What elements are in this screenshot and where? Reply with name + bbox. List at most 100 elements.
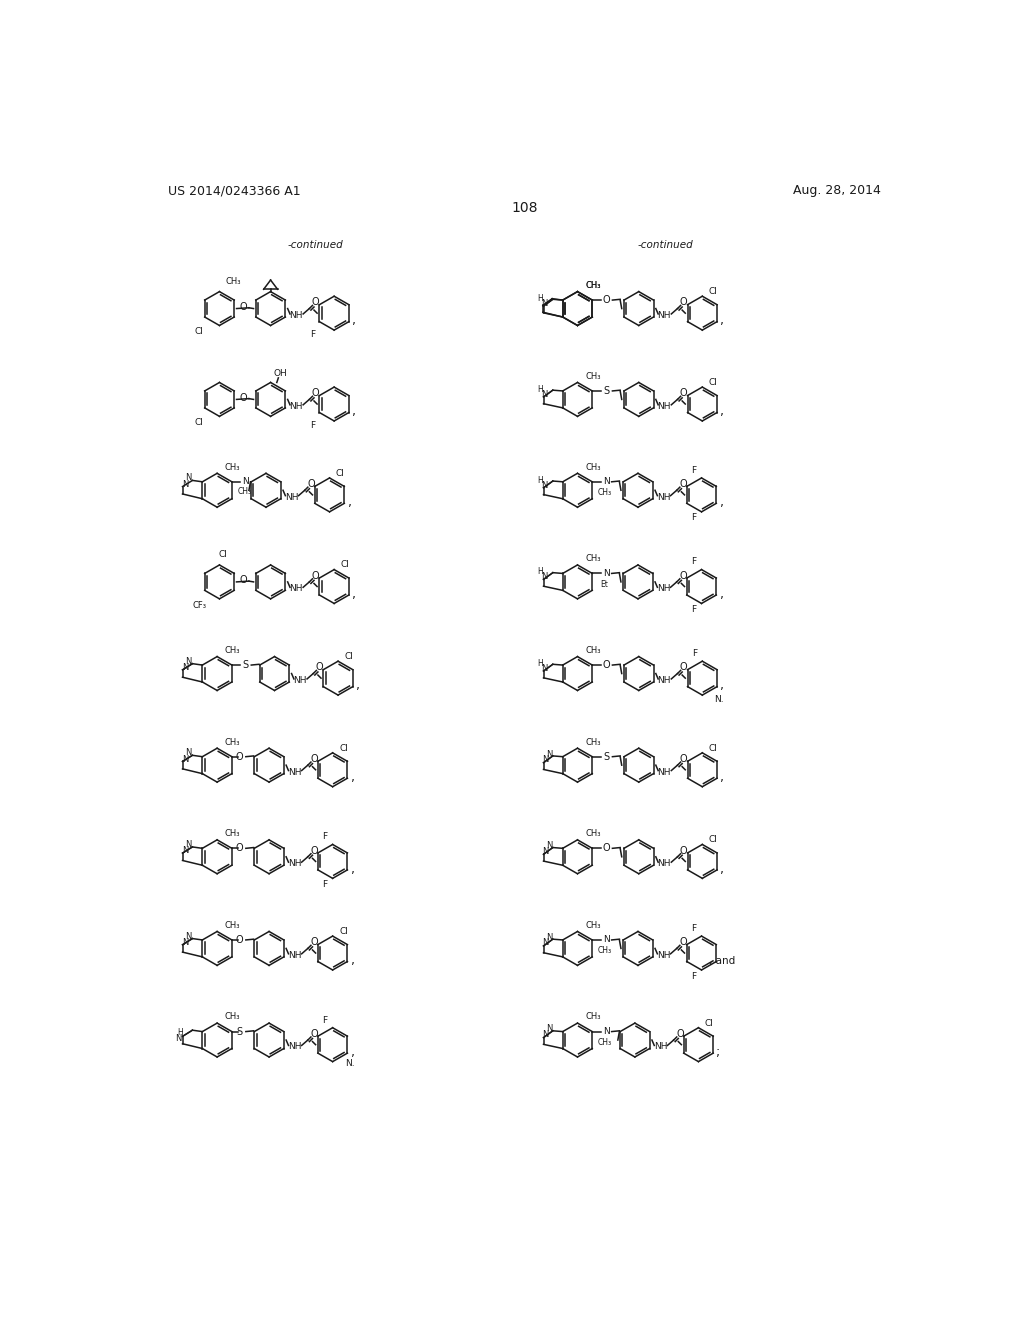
Text: CH₃: CH₃ (225, 921, 241, 929)
Text: N: N (175, 1034, 181, 1043)
Text: CH₃: CH₃ (225, 277, 241, 286)
Text: O: O (311, 388, 319, 399)
Text: ,: , (720, 496, 724, 510)
Text: O: O (680, 663, 687, 672)
Text: O: O (679, 937, 687, 948)
Text: CH₃: CH₃ (598, 488, 611, 498)
Text: NH: NH (288, 950, 301, 960)
Text: 108: 108 (512, 202, 538, 215)
Text: NH: NH (290, 585, 303, 593)
Text: NH: NH (653, 1043, 668, 1052)
Text: O: O (676, 1028, 684, 1039)
Text: O: O (240, 576, 247, 585)
Text: O: O (307, 479, 314, 490)
Text: O: O (310, 1028, 317, 1039)
Text: F: F (692, 649, 697, 657)
Text: N: N (542, 846, 549, 855)
Text: F: F (310, 330, 315, 339)
Text: Cl: Cl (341, 561, 349, 569)
Text: N: N (182, 663, 188, 672)
Text: N: N (603, 936, 609, 944)
Text: ;: ; (717, 1045, 721, 1059)
Text: NH: NH (290, 312, 303, 319)
Text: F: F (323, 1015, 328, 1024)
Text: CH₃: CH₃ (586, 281, 601, 290)
Text: F: F (691, 972, 696, 981)
Text: ,: , (721, 771, 724, 784)
Text: ,: , (351, 954, 354, 968)
Text: ,: , (352, 587, 356, 601)
Text: O: O (311, 297, 319, 308)
Text: H: H (177, 1028, 183, 1038)
Text: NH: NH (657, 401, 671, 411)
Text: NH: NH (656, 950, 671, 960)
Text: CH₃: CH₃ (586, 921, 601, 929)
Text: O: O (602, 843, 610, 853)
Text: CF₃: CF₃ (193, 601, 206, 610)
Text: CH₃: CH₃ (586, 829, 601, 838)
Text: N: N (185, 474, 191, 482)
Text: O: O (602, 660, 610, 671)
Text: N: N (547, 933, 553, 942)
Text: N.: N. (715, 696, 724, 704)
Text: CH₃: CH₃ (586, 738, 601, 747)
Text: O: O (311, 570, 319, 581)
Text: N: N (542, 755, 549, 764)
Text: Cl: Cl (339, 743, 348, 752)
Text: O: O (680, 846, 687, 855)
Text: O: O (236, 935, 244, 945)
Text: H: H (538, 294, 544, 304)
Text: CH₃: CH₃ (586, 281, 601, 290)
Text: NH: NH (656, 585, 671, 593)
Text: N: N (547, 1024, 553, 1034)
Text: CH₃: CH₃ (225, 645, 241, 655)
Text: Cl: Cl (709, 743, 718, 752)
Text: O: O (236, 843, 244, 853)
Text: H: H (538, 659, 544, 668)
Text: O: O (679, 570, 687, 581)
Text: Cl: Cl (195, 327, 204, 337)
Text: N: N (185, 748, 191, 758)
Text: Cl: Cl (218, 550, 227, 560)
Text: F: F (691, 513, 696, 523)
Text: F: F (323, 833, 328, 841)
Text: N: N (541, 573, 547, 582)
Text: F: F (310, 421, 315, 430)
Text: ,: , (721, 680, 724, 693)
Text: Cl: Cl (339, 927, 348, 936)
Text: ,: , (351, 862, 354, 875)
Text: NH: NH (285, 492, 298, 502)
Text: NH: NH (657, 312, 671, 319)
Text: O: O (602, 296, 610, 305)
Text: O: O (236, 751, 244, 762)
Text: NH: NH (288, 768, 301, 776)
Text: ,: , (352, 405, 356, 418)
Text: O: O (680, 754, 687, 764)
Text: CH₃: CH₃ (598, 1038, 611, 1047)
Text: O: O (240, 302, 247, 312)
Text: N.: N. (345, 1059, 354, 1068)
Text: CH₃: CH₃ (598, 946, 611, 956)
Text: O: O (310, 846, 317, 855)
Text: N: N (182, 937, 188, 946)
Text: NH: NH (656, 492, 671, 502)
Text: O: O (310, 937, 317, 948)
Text: ,: , (721, 314, 724, 327)
Text: N: N (541, 300, 547, 308)
Text: CH₃: CH₃ (225, 738, 241, 747)
Text: CH₃: CH₃ (225, 463, 241, 471)
Text: US 2014/0243366 A1: US 2014/0243366 A1 (168, 185, 301, 197)
Text: N: N (243, 478, 249, 486)
Text: Cl: Cl (709, 836, 718, 845)
Text: F: F (691, 466, 696, 475)
Text: H: H (538, 568, 544, 577)
Text: F: F (691, 605, 696, 614)
Text: S: S (603, 385, 609, 396)
Text: Cl: Cl (336, 469, 345, 478)
Text: Cl: Cl (705, 1019, 714, 1027)
Text: F: F (691, 557, 696, 566)
Text: NH: NH (657, 859, 671, 869)
Text: N: N (185, 932, 191, 941)
Text: F: F (323, 880, 328, 888)
Text: ,: , (720, 587, 724, 601)
